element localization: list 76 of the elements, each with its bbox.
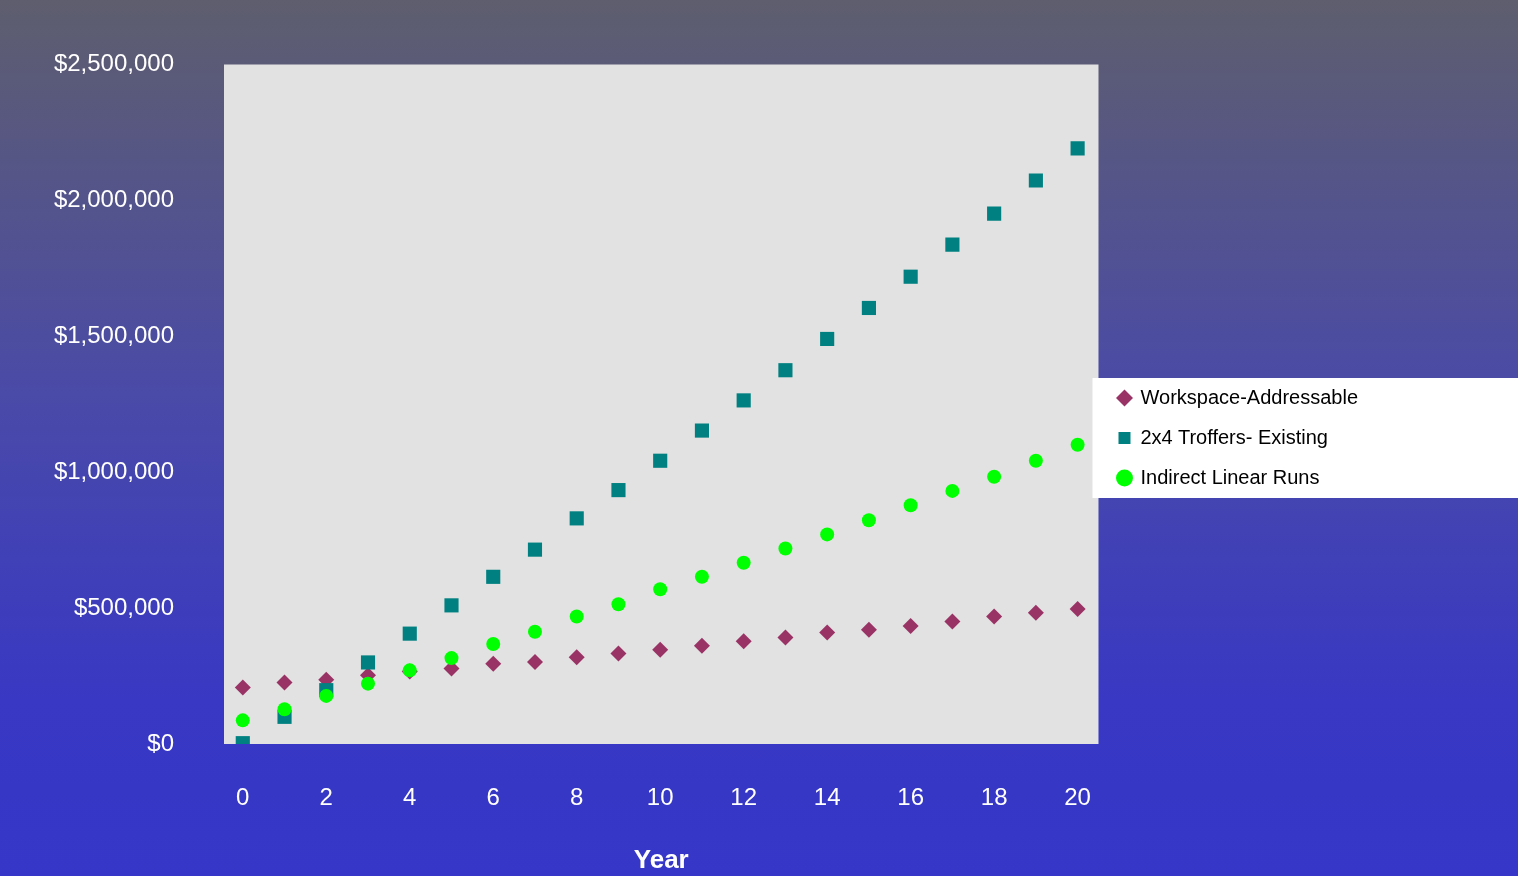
point [319,688,334,703]
point [485,655,502,672]
point [444,598,459,613]
point [820,331,835,347]
point [486,569,501,584]
x-tick-label: 12 [730,783,758,811]
point [568,649,585,666]
point [1069,600,1086,617]
legend-label: Workspace-Addressable [1140,385,1359,408]
point [1070,437,1085,452]
point [610,645,627,662]
point [694,423,710,438]
point [778,363,793,378]
point [987,206,1002,221]
point [694,569,709,584]
point [402,626,417,641]
x-tick-label: 8 [570,783,584,811]
point [693,637,710,654]
x-tick-label: 0 [236,783,250,811]
y-tick-label: $0 [147,728,174,756]
point [944,613,961,630]
y-tick-label: $1,500,000 [53,320,174,348]
y-tick-label: $2,500,000 [53,49,174,77]
point [987,469,1002,484]
point [736,555,751,570]
point [276,674,293,691]
point [945,483,960,498]
point [611,597,626,612]
point [986,608,1003,625]
point [1028,173,1043,188]
x-tick-label: 20 [1064,783,1091,811]
x-tick-label: 16 [897,783,924,811]
point [360,655,376,670]
point [1070,141,1085,156]
x-tick-label: 10 [646,783,674,811]
y-tick-label: $2,000,000 [53,184,174,212]
point [1028,453,1043,468]
point [777,629,794,646]
point [361,676,376,691]
point [486,636,501,651]
point [653,582,668,597]
point [820,527,835,542]
point [235,713,250,728]
point [861,513,876,528]
point [611,483,626,498]
point [569,511,584,526]
point [736,393,751,408]
point [527,542,543,557]
y-tick-label: $1,000,000 [53,456,174,484]
x-tick-label: 2 [319,783,333,811]
x-tick-label: 14 [813,783,841,811]
x-tick-label: 18 [980,783,1008,811]
point [861,300,876,316]
point [819,624,836,641]
point [653,453,668,468]
point [569,609,584,624]
point [860,621,877,638]
point [903,269,918,284]
point [902,618,919,635]
legend-label: 2x4 Troffers- Existing [1140,425,1328,448]
point [945,237,960,252]
x-axis-title: Year [633,843,689,874]
point [735,633,752,650]
x-tick-label: 6 [486,783,500,811]
point [444,651,459,666]
point [234,679,251,696]
legend-label: Indirect Linear Runs [1140,465,1320,488]
point [526,653,543,670]
point [652,641,669,658]
x-tick-label: 4 [403,783,417,811]
point [778,541,793,556]
point [903,498,918,513]
point [1027,604,1044,621]
point [277,702,292,717]
y-tick-label: $500,000 [73,592,174,620]
point [527,624,542,639]
